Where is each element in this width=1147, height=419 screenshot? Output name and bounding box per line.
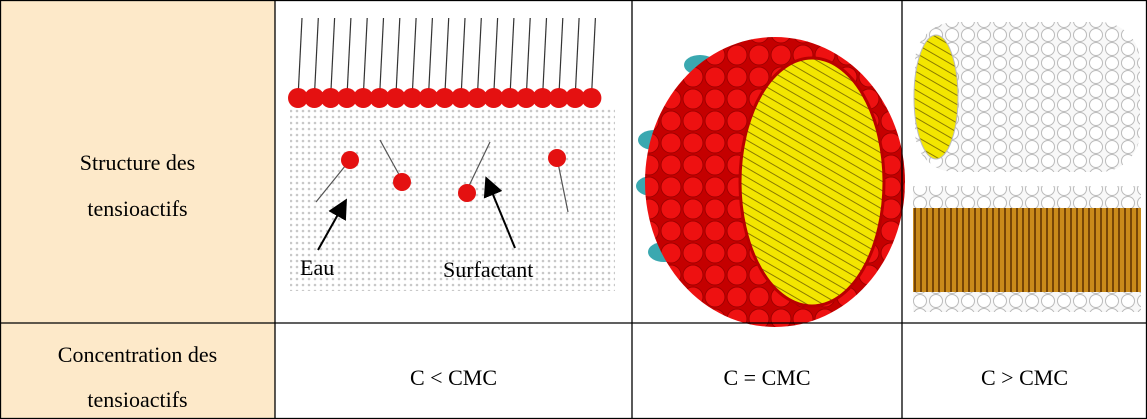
concentration: C > CMC — [902, 362, 1147, 394]
concentration: C < CMC — [275, 362, 632, 394]
diagram-label: Surfactant — [443, 257, 533, 283]
row-header-text: Structure des tensioactifs — [48, 140, 228, 232]
rod-and-bilayer-diagram — [913, 22, 1141, 312]
diagram-label: Eau — [300, 255, 334, 281]
row-header: Structure des tensioactifs — [0, 140, 275, 232]
concentration: C = CMC — [632, 362, 902, 394]
interface-diagram — [288, 18, 615, 291]
table-page: Structure des tensioactifs Concentration… — [0, 0, 1147, 419]
row-header-text: Concentration des tensioactifs — [38, 332, 238, 419]
micelle-diagram — [636, 37, 905, 327]
row-header: Concentration des tensioactifs — [0, 332, 275, 419]
